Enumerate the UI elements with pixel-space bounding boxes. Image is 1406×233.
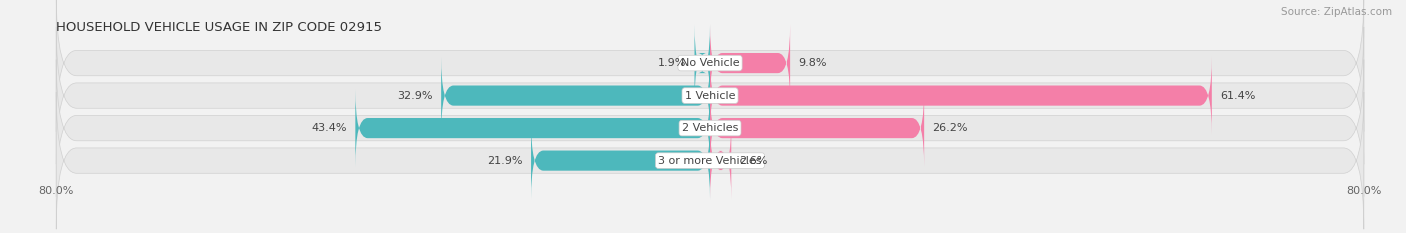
Text: 43.4%: 43.4% bbox=[312, 123, 347, 133]
Text: 32.9%: 32.9% bbox=[398, 91, 433, 101]
Text: HOUSEHOLD VEHICLE USAGE IN ZIP CODE 02915: HOUSEHOLD VEHICLE USAGE IN ZIP CODE 0291… bbox=[56, 21, 382, 34]
FancyBboxPatch shape bbox=[710, 57, 1212, 134]
FancyBboxPatch shape bbox=[710, 24, 790, 102]
FancyBboxPatch shape bbox=[56, 59, 1364, 197]
FancyBboxPatch shape bbox=[356, 89, 710, 167]
Text: Source: ZipAtlas.com: Source: ZipAtlas.com bbox=[1281, 7, 1392, 17]
Text: 1.9%: 1.9% bbox=[658, 58, 686, 68]
Text: 21.9%: 21.9% bbox=[488, 156, 523, 166]
FancyBboxPatch shape bbox=[441, 57, 710, 134]
FancyBboxPatch shape bbox=[56, 92, 1364, 229]
FancyBboxPatch shape bbox=[710, 122, 731, 199]
Text: No Vehicle: No Vehicle bbox=[681, 58, 740, 68]
FancyBboxPatch shape bbox=[710, 89, 924, 167]
Text: 26.2%: 26.2% bbox=[932, 123, 967, 133]
Text: 2.6%: 2.6% bbox=[740, 156, 768, 166]
Text: 2 Vehicles: 2 Vehicles bbox=[682, 123, 738, 133]
FancyBboxPatch shape bbox=[531, 122, 710, 199]
Text: 1 Vehicle: 1 Vehicle bbox=[685, 91, 735, 101]
FancyBboxPatch shape bbox=[56, 0, 1364, 132]
FancyBboxPatch shape bbox=[695, 24, 710, 102]
Text: 61.4%: 61.4% bbox=[1220, 91, 1256, 101]
Text: 9.8%: 9.8% bbox=[799, 58, 827, 68]
FancyBboxPatch shape bbox=[56, 27, 1364, 164]
Text: 3 or more Vehicles: 3 or more Vehicles bbox=[658, 156, 762, 166]
